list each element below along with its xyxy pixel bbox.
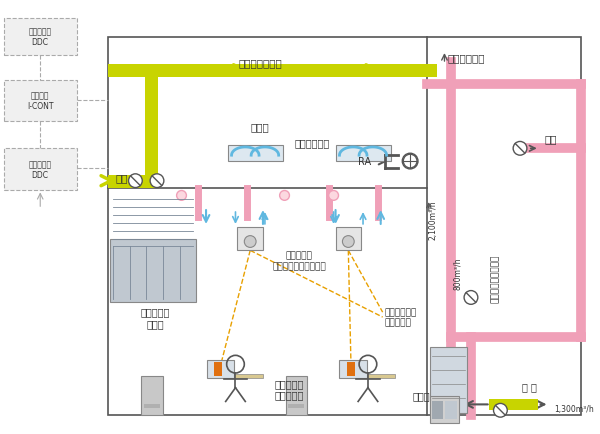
Text: 外 気: 外 気 [523,381,537,391]
Circle shape [343,236,354,248]
Bar [144,404,160,408]
FancyBboxPatch shape [4,149,77,190]
Bar [227,146,283,162]
Bar [422,65,437,78]
Bar [488,398,538,410]
FancyBboxPatch shape [4,80,77,122]
Bar [430,396,459,423]
Text: 気流選択型
吹出口: 気流選択型 吹出口 [140,306,170,328]
Circle shape [494,404,507,417]
Text: 室内温度情報
（赤外線）: 室内温度情報 （赤外線） [385,308,417,327]
Bar [432,401,443,419]
Bar [108,175,158,188]
Bar [208,374,263,378]
Text: アンビエント空調機: アンビエント空調機 [491,254,500,302]
Bar [430,347,467,413]
Bar [335,227,361,251]
Circle shape [402,154,418,170]
Text: ワイヤレス
温度センサ: ワイヤレス 温度センサ [275,378,304,400]
Bar [289,404,304,408]
Bar [207,360,235,378]
Circle shape [150,174,164,188]
Text: 自然換気ルート: 自然換気ルート [238,58,282,68]
Bar [335,146,391,162]
Text: 800m³/h: 800m³/h [453,257,462,289]
Bar [238,227,263,251]
Bar [108,65,422,78]
Bar [108,38,581,415]
Circle shape [176,191,187,201]
Text: 空調各階
I-CONT: 空調各階 I-CONT [27,91,53,111]
Bar [145,71,158,188]
Bar [340,360,367,378]
Text: 自然換気用
DDC: 自然換気用 DDC [29,28,52,47]
Bar [110,239,196,302]
Bar [214,362,222,376]
Bar [141,376,163,415]
Text: 加湿器: 加湿器 [412,391,430,401]
Text: 温度補正用
DDC: 温度補正用 DDC [29,160,52,179]
Text: 廊下〜屋上へ: 廊下〜屋上へ [448,53,485,63]
Text: 2,100m³/h: 2,100m³/h [429,200,438,239]
Bar [445,401,457,419]
FancyBboxPatch shape [4,19,77,56]
Text: 排気: 排気 [545,134,557,144]
Circle shape [244,236,256,248]
Circle shape [513,142,527,156]
Circle shape [280,191,289,201]
Bar [347,362,355,376]
Bar [340,374,395,378]
Text: 外気: 外気 [116,172,128,182]
Circle shape [128,174,142,188]
Circle shape [464,291,478,305]
Text: 天井裏: 天井裏 [251,122,269,132]
Circle shape [329,191,338,201]
Circle shape [403,155,417,168]
Text: RA: RA [358,157,371,167]
Text: 1,300m³/h: 1,300m³/h [554,404,594,413]
Text: 複合センサ
（人感・照度・温度）: 複合センサ （人感・照度・温度） [272,251,326,270]
Bar [286,376,307,415]
Text: タスク空調機: タスク空調機 [295,138,329,148]
